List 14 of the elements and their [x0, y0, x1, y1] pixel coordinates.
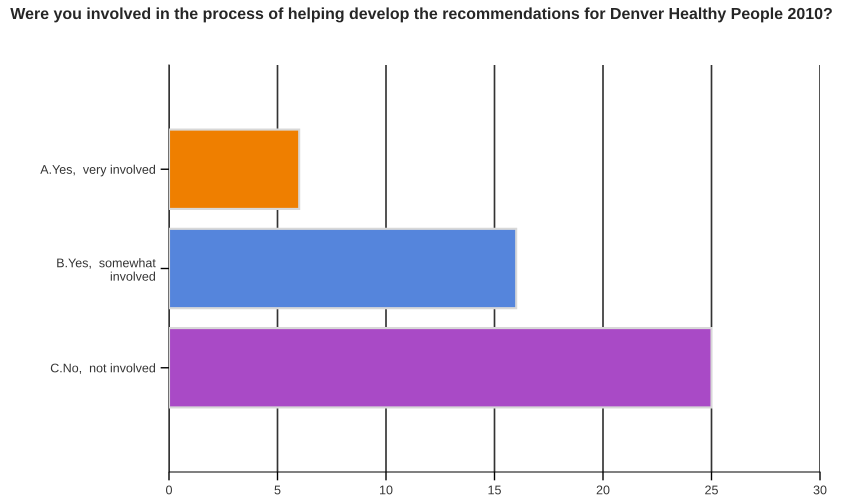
x-tick-label: 30 — [814, 486, 826, 494]
y-tick-label: A.Yes, very involved — [40, 164, 156, 176]
y-tick-label: C.No, not involved — [50, 363, 156, 374]
x-tick-label: 10 — [380, 486, 392, 494]
y-tick-label: B.Yes, somewhat involved — [57, 258, 156, 281]
x-tick-label: 25 — [705, 486, 718, 494]
chart-title: Were you involved in the process of helping develop the recommendations for Denver Healthy People 2010? — [10, 7, 832, 22]
x-tick-label: 5 — [274, 486, 280, 494]
bar — [169, 128, 300, 210]
x-tick-label: 20 — [596, 486, 610, 494]
bar — [169, 327, 713, 409]
x-tick-label: 15 — [488, 486, 501, 494]
bar — [169, 228, 518, 310]
x-tick-label: 0 — [166, 486, 172, 494]
